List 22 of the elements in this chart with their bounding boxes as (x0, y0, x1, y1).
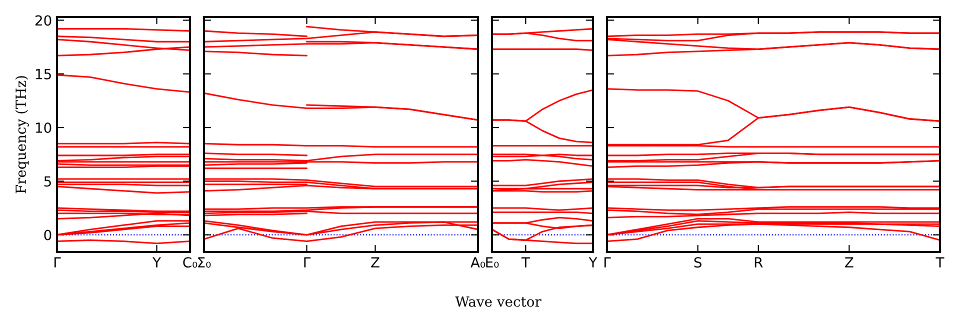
x-axis-title: Wave vector (455, 296, 542, 307)
x-tick-label: C₀ (183, 257, 198, 268)
x-tick-label: Γ (604, 257, 611, 268)
x-tick-label: Γ (304, 257, 311, 268)
x-tick-label: Z (371, 257, 380, 268)
y-axis-title: Frequency (THz) (15, 76, 29, 194)
x-tick-label: Z (845, 257, 854, 268)
y-tick-label: 10 (36, 122, 52, 133)
x-tick-label: Y (588, 257, 598, 268)
y-tick-label: 5 (44, 176, 51, 187)
y-tick-label: 0 (44, 230, 52, 240)
x-tick-label: Y (152, 257, 162, 268)
y-tick-label: 15 (36, 69, 51, 80)
x-tick-label: Γ (54, 257, 61, 268)
x-tick-label: R (754, 257, 763, 268)
x-tick-label: Σ₀ (198, 257, 211, 268)
x-tick-label: T (521, 257, 530, 268)
y-tick-label: 20 (35, 15, 52, 26)
x-tick-label: E₀ (486, 257, 499, 268)
x-tick-label: T (936, 257, 944, 268)
x-tick-label: A₀ (470, 257, 486, 268)
x-tick-label: S (694, 257, 702, 268)
